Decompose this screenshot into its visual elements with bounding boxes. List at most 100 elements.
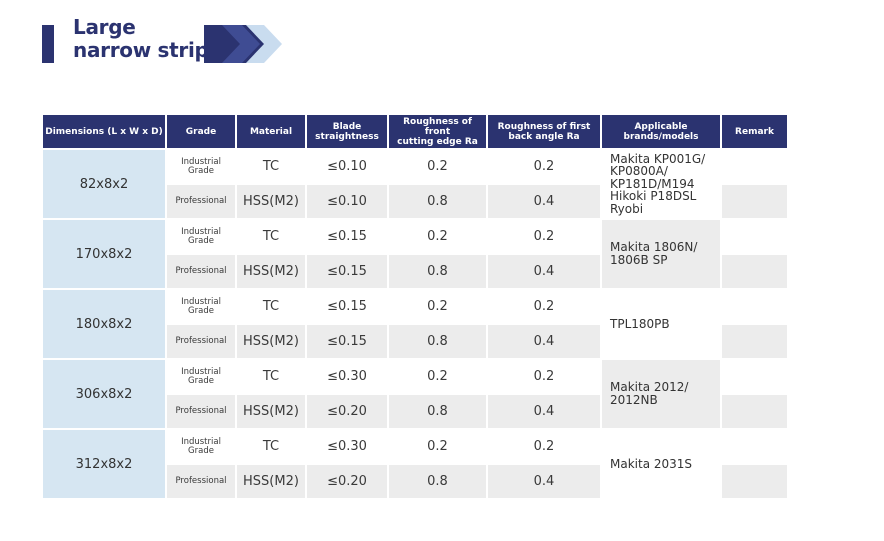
brands-cell: Makita 1806N/1806B SP bbox=[602, 220, 720, 288]
remark-cell bbox=[722, 395, 787, 428]
title-accent-bar bbox=[42, 25, 54, 63]
material-cell: HSS(M2) bbox=[237, 465, 305, 498]
back-roughness-cell: 0.4 bbox=[488, 325, 600, 358]
table-row: 312x8x2 Industrial Grade TC ≤0.30 0.2 0.2 Makit… bbox=[43, 430, 787, 498]
title-line-2: narrow strip bbox=[73, 38, 209, 62]
brand-line: 2012NB bbox=[610, 393, 658, 407]
dimension-cell: 180x8x2 bbox=[43, 290, 165, 358]
material-cell: TC bbox=[237, 360, 305, 393]
grade-cell: Professional bbox=[167, 185, 235, 218]
back-roughness-cell: 0.4 bbox=[488, 185, 600, 218]
dimension-cell: 82x8x2 bbox=[43, 150, 165, 218]
grade-cell: Professional bbox=[167, 255, 235, 288]
table-row: Professional HSS(M2) ≤0.15 0.8 0.4 bbox=[43, 325, 787, 358]
front-roughness-cell: 0.8 bbox=[389, 395, 486, 428]
front-roughness-cell: 0.2 bbox=[389, 290, 486, 323]
brands-cell: Makita KP001G/KP0800A/KP181D/M194 Hikoki … bbox=[602, 150, 720, 218]
straightness-cell: ≤0.15 bbox=[307, 325, 387, 358]
remark-cell bbox=[722, 290, 787, 323]
table-row: 180x8x2 Industrial Grade TC ≤0.15 0.2 0.2 TPL18… bbox=[43, 290, 787, 358]
remark-cell bbox=[722, 360, 787, 393]
header-front-roughness: Roughness of front cutting edge Ra bbox=[389, 115, 486, 148]
front-roughness-cell: 0.8 bbox=[389, 185, 486, 218]
back-roughness-cell: 0.4 bbox=[488, 255, 600, 288]
remark-cell bbox=[722, 325, 787, 358]
material-cell: HSS(M2) bbox=[237, 185, 305, 218]
header-brands: Applicable brands/models bbox=[602, 115, 720, 148]
specifications-table: Dimensions (L x W x D) Grade Material Bl… bbox=[41, 113, 789, 500]
brand-line: KP0800A/ bbox=[610, 164, 668, 179]
back-roughness-cell: 0.2 bbox=[488, 220, 600, 253]
chevron-arrows-icon bbox=[204, 25, 282, 63]
straightness-cell: ≤0.15 bbox=[307, 255, 387, 288]
grade-cell: Industrial Grade bbox=[167, 430, 235, 463]
back-roughness-cell: 0.2 bbox=[488, 290, 600, 323]
front-roughness-cell: 0.8 bbox=[389, 255, 486, 288]
grade-cell: Industrial Grade bbox=[167, 360, 235, 393]
back-roughness-cell: 0.2 bbox=[488, 360, 600, 393]
remark-cell bbox=[722, 430, 787, 463]
brand-line: Makita KP001G/ bbox=[610, 151, 706, 166]
brand-line: KP181D/M194 bbox=[610, 176, 695, 191]
remark-cell bbox=[722, 465, 787, 498]
grade-cell: Industrial Grade bbox=[167, 290, 235, 323]
remark-cell bbox=[722, 255, 787, 288]
back-roughness-cell: 0.4 bbox=[488, 465, 600, 498]
brands-cell: Makita 2012/2012NB bbox=[602, 360, 720, 428]
brand-line: Ryobi bbox=[610, 201, 644, 216]
grade-cell: Professional bbox=[167, 325, 235, 358]
front-roughness-cell: 0.2 bbox=[389, 360, 486, 393]
brand-line: Hikoki P18DSL bbox=[610, 189, 697, 204]
back-roughness-cell: 0.2 bbox=[488, 430, 600, 463]
dimension-cell: 306x8x2 bbox=[43, 360, 165, 428]
brands-cell: TPL180PB bbox=[602, 290, 720, 358]
back-roughness-cell: 0.4 bbox=[488, 395, 600, 428]
dimension-cell: 170x8x2 bbox=[43, 220, 165, 288]
straightness-cell: ≤0.15 bbox=[307, 290, 387, 323]
material-cell: TC bbox=[237, 150, 305, 183]
brand-line: Makita 2012/ bbox=[610, 380, 689, 394]
grade-cell: Industrial Grade bbox=[167, 150, 235, 183]
material-cell: HSS(M2) bbox=[237, 395, 305, 428]
material-cell: TC bbox=[237, 430, 305, 463]
front-roughness-cell: 0.2 bbox=[389, 430, 486, 463]
material-cell: HSS(M2) bbox=[237, 255, 305, 288]
material-cell: TC bbox=[237, 290, 305, 323]
grade-cell: Professional bbox=[167, 465, 235, 498]
remark-cell bbox=[722, 185, 787, 218]
straightness-cell: ≤0.10 bbox=[307, 185, 387, 218]
header-remark: Remark bbox=[722, 115, 787, 148]
grade-cell: Professional bbox=[167, 395, 235, 428]
straightness-cell: ≤0.20 bbox=[307, 395, 387, 428]
dimension-cell: 312x8x2 bbox=[43, 430, 165, 498]
header-blade-straightness: Blade straightness bbox=[307, 115, 387, 148]
brands-cell: Makita 2031S bbox=[602, 430, 720, 498]
page-title: Large narrow strip bbox=[73, 16, 209, 62]
front-roughness-cell: 0.2 bbox=[389, 150, 486, 183]
table-row: 82x8x2 Industrial Grade TC ≤0.10 0.2 0.2 Makita… bbox=[43, 150, 787, 218]
header-material: Material bbox=[237, 115, 305, 148]
table-row: 306x8x2 Industrial Grade TC ≤0.30 0.2 0.2 Makit… bbox=[43, 360, 787, 428]
straightness-cell: ≤0.10 bbox=[307, 150, 387, 183]
back-roughness-cell: 0.2 bbox=[488, 150, 600, 183]
remark-cell bbox=[722, 150, 787, 183]
material-cell: TC bbox=[237, 220, 305, 253]
brand-line: 1806B SP bbox=[610, 253, 668, 267]
table-row: Professional HSS(M2) ≤0.20 0.8 0.4 bbox=[43, 465, 787, 498]
front-roughness-cell: 0.8 bbox=[389, 465, 486, 498]
table-row: Professional HSS(M2) ≤0.15 0.8 0.4 bbox=[43, 255, 787, 288]
title-line-1: Large bbox=[73, 15, 136, 39]
header-grade: Grade bbox=[167, 115, 235, 148]
straightness-cell: ≤0.20 bbox=[307, 465, 387, 498]
front-roughness-cell: 0.2 bbox=[389, 220, 486, 253]
brand-line: TPL180PB bbox=[610, 316, 670, 331]
straightness-cell: ≤0.15 bbox=[307, 220, 387, 253]
table-row: Professional HSS(M2) ≤0.20 0.8 0.4 bbox=[43, 395, 787, 428]
straightness-cell: ≤0.30 bbox=[307, 430, 387, 463]
straightness-cell: ≤0.30 bbox=[307, 360, 387, 393]
brand-line: Makita 1806N/ bbox=[610, 240, 698, 254]
header-dimensions: Dimensions (L x W x D) bbox=[43, 115, 165, 148]
front-roughness-cell: 0.8 bbox=[389, 325, 486, 358]
header-back-roughness: Roughness of first back angle Ra bbox=[488, 115, 600, 148]
table-header-row: Dimensions (L x W x D) Grade Material Bl… bbox=[43, 115, 787, 148]
